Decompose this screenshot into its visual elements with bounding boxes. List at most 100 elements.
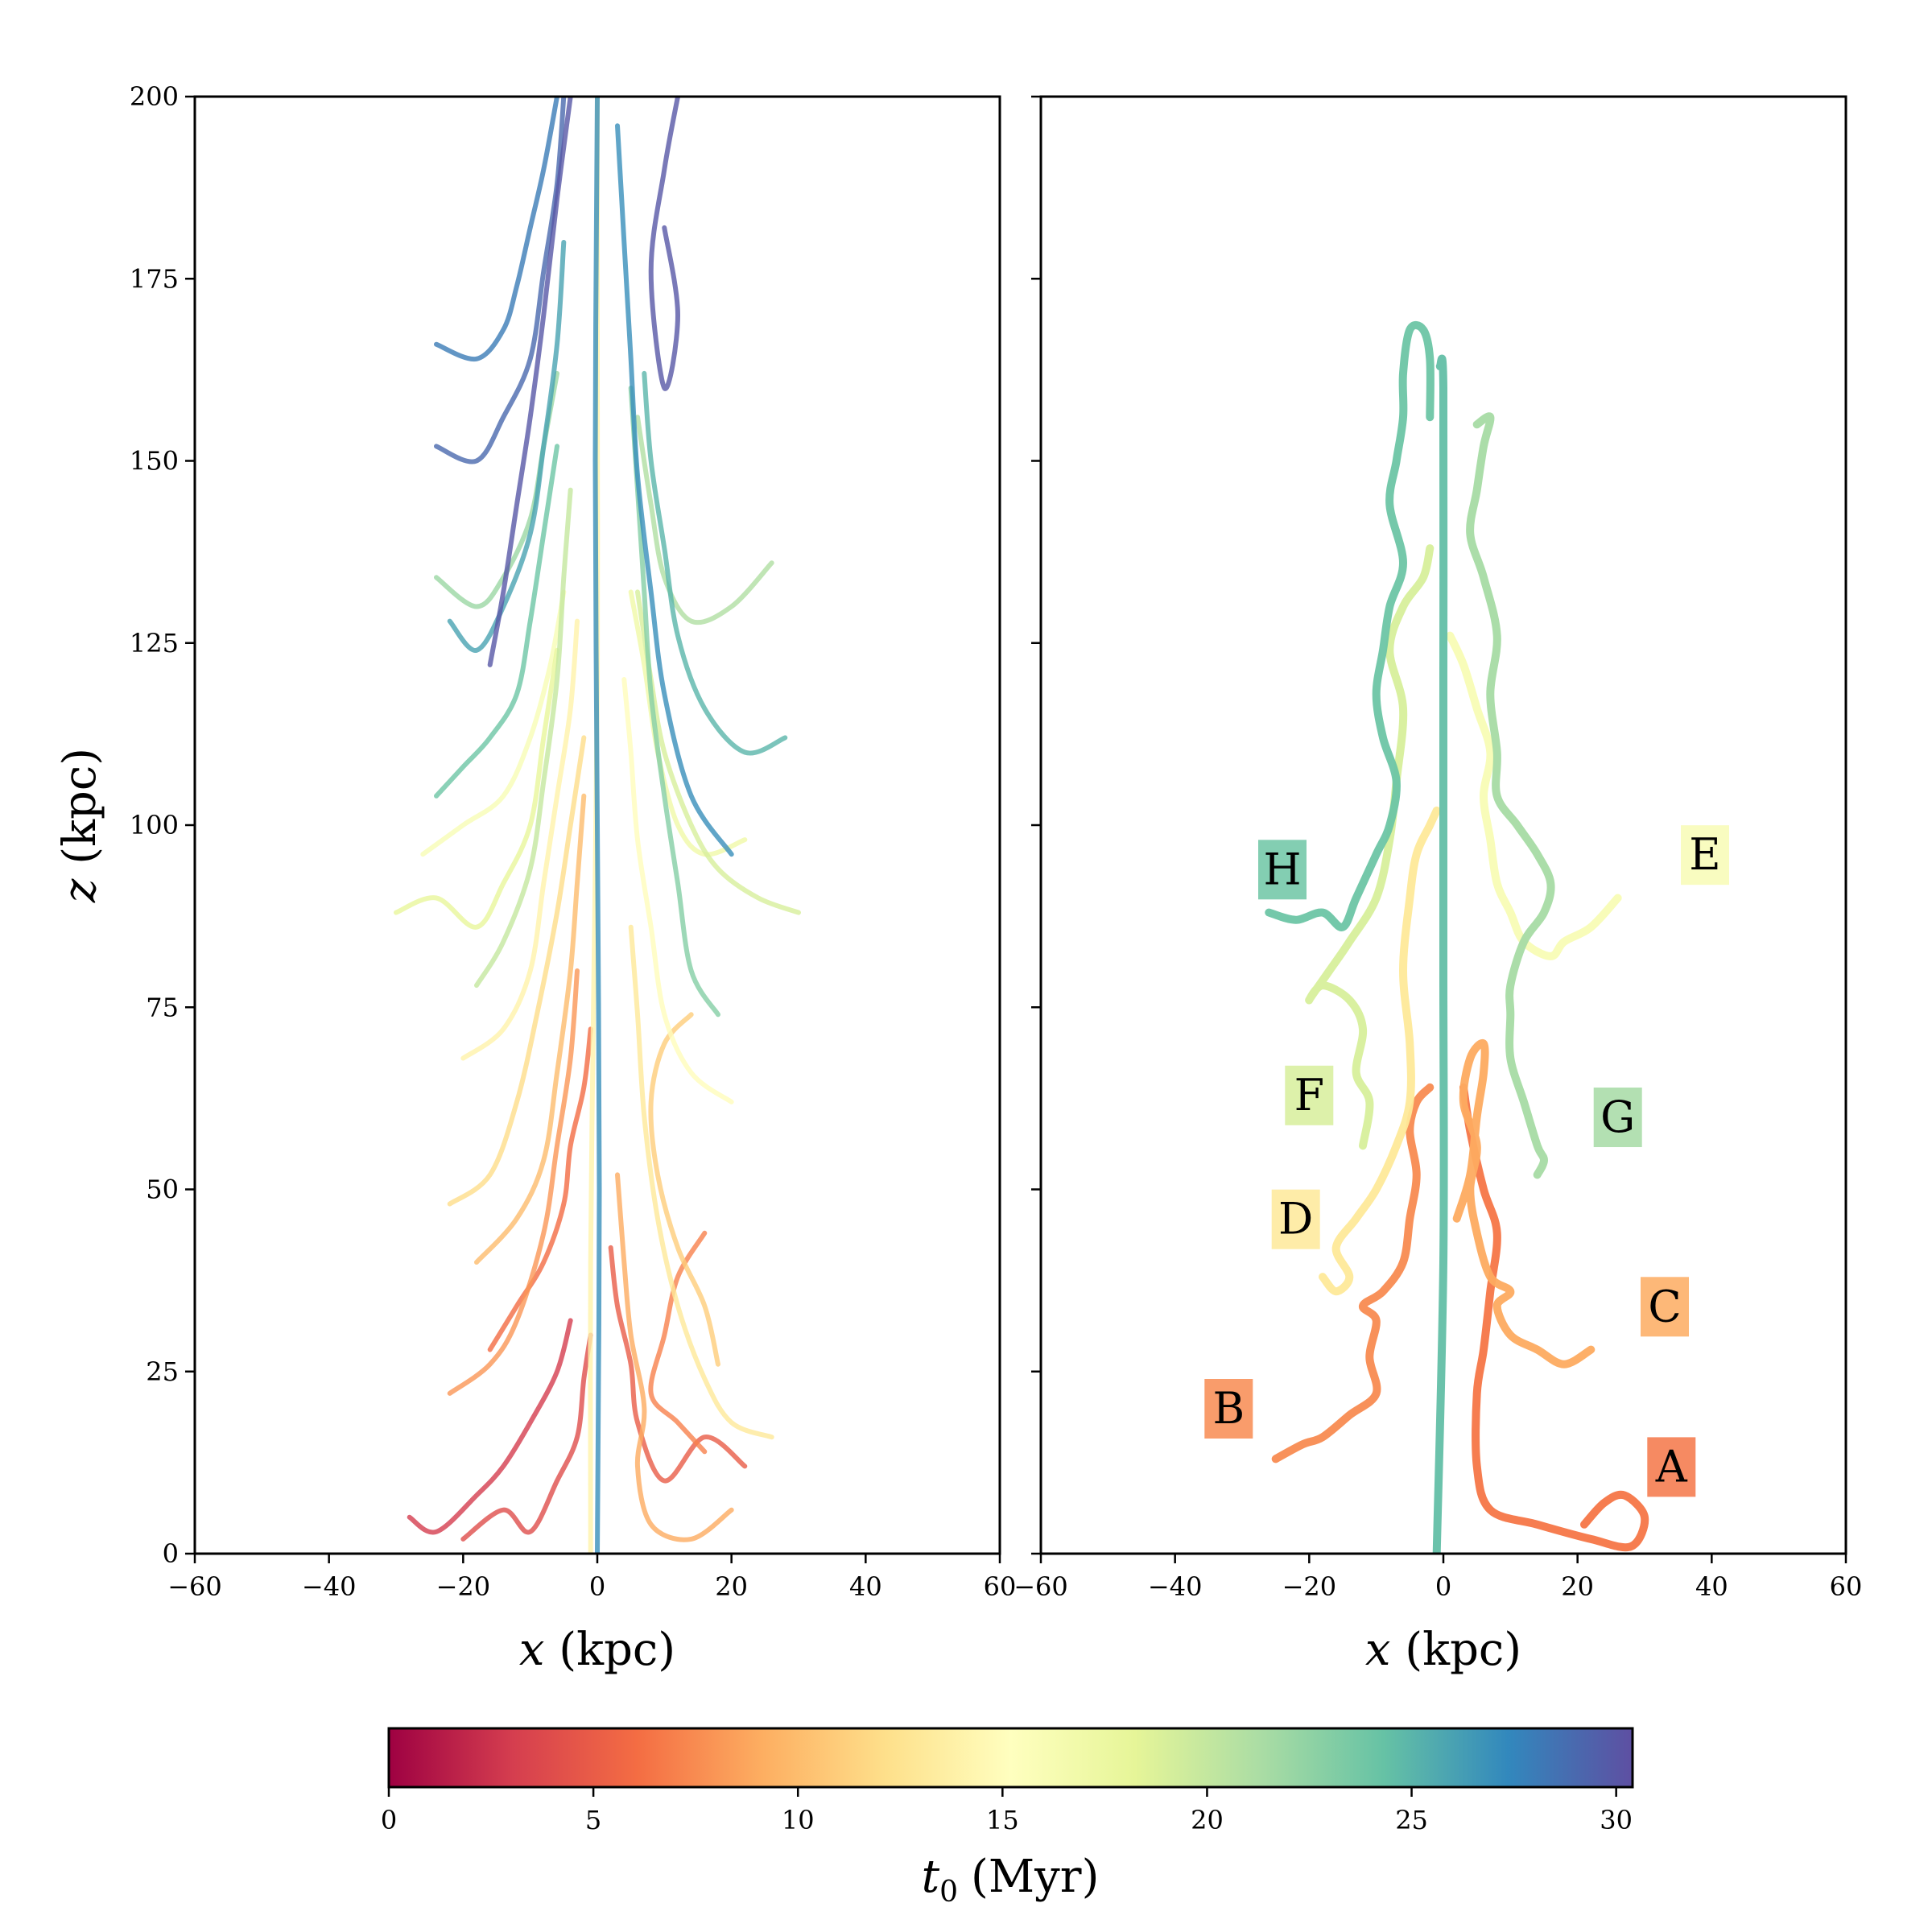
right-x-unit: (kpc) bbox=[1405, 1624, 1521, 1676]
left-xtick-label: 0 bbox=[589, 1571, 605, 1602]
track-label-B: B bbox=[1204, 1379, 1253, 1439]
right-y-ticks bbox=[1031, 95, 1041, 1555]
left-trace-trace-27 bbox=[434, 97, 567, 464]
left-ytick-label: 75 bbox=[146, 992, 179, 1022]
left-ytick-label: 100 bbox=[130, 810, 179, 840]
track-label-text-D: D bbox=[1278, 1194, 1313, 1245]
left-panel: −60 −40 −20 0 20 40 60 0255075100125150175200 … bbox=[54, 81, 1016, 1676]
track-label-D: D bbox=[1271, 1189, 1320, 1249]
colorbar-tick-label: 15 bbox=[986, 1805, 1019, 1835]
track-label-F: F bbox=[1285, 1065, 1334, 1125]
track-label-box-A bbox=[1647, 1437, 1696, 1497]
colorbar: 0 5 10 15 20 25 30 t0 (Myr) bbox=[381, 1727, 1634, 1909]
colorbar-symbol: t bbox=[922, 1851, 940, 1903]
track-label-C: C bbox=[1641, 1277, 1689, 1337]
colorbar-tick-label: 25 bbox=[1395, 1805, 1428, 1835]
track-label-text-E: E bbox=[1689, 829, 1720, 880]
right-trace-H bbox=[1265, 320, 1435, 931]
left-x-ticks: −60 −40 −20 0 20 40 60 bbox=[167, 1554, 1016, 1602]
right-trajectories bbox=[1265, 320, 1649, 1554]
left-trace-trace-24 bbox=[447, 240, 567, 653]
right-xtick-label: −60 bbox=[1013, 1571, 1068, 1602]
track-label-box-B bbox=[1204, 1379, 1253, 1439]
left-ytick-label: 125 bbox=[130, 628, 179, 658]
colorbar-tick-label: 30 bbox=[1600, 1805, 1633, 1835]
right-trace-D bbox=[1319, 806, 1441, 1296]
right-xtick-label: 0 bbox=[1435, 1571, 1451, 1602]
left-trace-trace-21 bbox=[628, 386, 720, 1018]
left-xtick-label: −20 bbox=[436, 1571, 491, 1602]
left-x-symbol: x bbox=[519, 1624, 545, 1676]
right-xtick-label: −20 bbox=[1282, 1571, 1337, 1602]
left-trace-trace-26 bbox=[434, 97, 559, 362]
right-trace-A bbox=[1459, 1083, 1649, 1552]
right-xtick-label: 40 bbox=[1695, 1571, 1728, 1602]
left-trace-trace-axis-b bbox=[592, 97, 602, 1554]
right-xtick-label: 20 bbox=[1561, 1571, 1594, 1602]
left-ytick-label: 50 bbox=[146, 1174, 179, 1205]
track-label-G: G bbox=[1593, 1088, 1642, 1147]
left-ytick-label: 150 bbox=[130, 446, 179, 477]
left-xtick-label: −60 bbox=[167, 1571, 222, 1602]
left-trace-trace-28 bbox=[487, 97, 573, 667]
track-label-box-F bbox=[1285, 1065, 1334, 1125]
track-label-H: H bbox=[1258, 840, 1307, 900]
left-ytick-label: 0 bbox=[163, 1538, 179, 1569]
left-trace-trace-16 bbox=[394, 647, 559, 930]
left-trace-trace-5 bbox=[648, 1230, 708, 1455]
track-label-box-E bbox=[1681, 825, 1729, 886]
left-trace-trace-4 bbox=[487, 1026, 593, 1352]
left-ytick-label: 200 bbox=[130, 81, 179, 112]
colorbar-label: t0 (Myr) bbox=[922, 1851, 1100, 1909]
track-label-text-C: C bbox=[1648, 1281, 1681, 1331]
left-x-unit: (kpc) bbox=[559, 1624, 675, 1676]
left-trajectories bbox=[394, 97, 801, 1554]
left-xtick-label: −40 bbox=[302, 1571, 357, 1602]
track-label-text-G: G bbox=[1600, 1092, 1635, 1142]
track-label-A: A bbox=[1647, 1437, 1696, 1497]
track-label-box-G bbox=[1593, 1088, 1642, 1147]
left-trace-trace-3 bbox=[608, 1245, 748, 1484]
colorbar-tick-label: 0 bbox=[381, 1805, 397, 1835]
left-xtick-label: 60 bbox=[984, 1571, 1017, 1602]
left-trace-trace-1 bbox=[407, 1318, 573, 1535]
left-trace-trace-23 bbox=[642, 370, 788, 756]
y-unit: (kpc) bbox=[54, 748, 106, 865]
y-symbol: z bbox=[54, 878, 106, 903]
track-label-text-H: H bbox=[1263, 844, 1301, 894]
y-axis-label: z (kpc) bbox=[54, 748, 106, 903]
left-ytick-label: 175 bbox=[130, 263, 179, 294]
track-label-box-D bbox=[1271, 1189, 1320, 1249]
left-trace-trace-14 bbox=[420, 589, 567, 857]
track-label-text-B: B bbox=[1212, 1383, 1245, 1434]
left-x-axis-label: x (kpc) bbox=[519, 1624, 675, 1676]
left-trace-trace-17 bbox=[635, 589, 801, 915]
colorbar-unit: (Myr) bbox=[971, 1851, 1099, 1903]
right-trace-E bbox=[1446, 631, 1622, 960]
left-trace-trace-29 bbox=[648, 97, 680, 391]
left-trace-trace-11 bbox=[628, 924, 774, 1440]
left-trace-trace-18 bbox=[474, 487, 573, 989]
colorbar-tick-label: 20 bbox=[1191, 1805, 1224, 1835]
left-trace-trace-13 bbox=[621, 677, 734, 1104]
left-trace-trace-9 bbox=[648, 1012, 720, 1367]
track-label-box-H bbox=[1258, 840, 1307, 900]
right-xtick-label: 60 bbox=[1830, 1571, 1863, 1602]
left-trace-trace-10 bbox=[447, 735, 587, 1207]
right-x-symbol: x bbox=[1365, 1624, 1391, 1676]
right-panel: A B C D E F G H −60 −40 −20 0 20 40 60 x (kpc) bbox=[1013, 95, 1863, 1676]
colorbar-subscript: 0 bbox=[939, 1876, 958, 1909]
right-trace-B bbox=[1271, 1083, 1435, 1463]
left-xtick-label: 20 bbox=[715, 1571, 748, 1602]
colorbar-bar bbox=[387, 1727, 1634, 1789]
right-track-labels: A B C D E F G H bbox=[1204, 825, 1729, 1497]
track-label-text-A: A bbox=[1655, 1441, 1688, 1492]
track-label-text-F: F bbox=[1294, 1070, 1324, 1121]
colorbar-ticks: 0 5 10 15 20 25 30 bbox=[381, 1787, 1633, 1835]
left-y-ticks: 0 25 50 75 100 125 150 175 200 bbox=[130, 81, 195, 1569]
right-x-axis-label: x (kpc) bbox=[1365, 1624, 1521, 1676]
right-trace-C bbox=[1452, 1039, 1596, 1368]
left-trace-trace-12 bbox=[460, 618, 580, 1061]
left-trace-trace-7 bbox=[615, 1172, 734, 1542]
